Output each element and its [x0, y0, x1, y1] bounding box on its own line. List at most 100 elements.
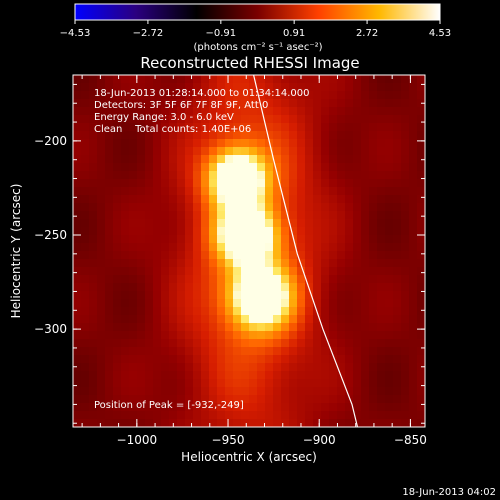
- heatmap-cell: [81, 339, 90, 348]
- heatmap-cell: [241, 323, 250, 332]
- heatmap-cell: [113, 187, 122, 196]
- heatmap-cell: [337, 267, 346, 276]
- heatmap-cell: [233, 99, 242, 108]
- heatmap-cell: [273, 363, 282, 372]
- heatmap-cell: [73, 75, 82, 84]
- heatmap-cell: [73, 171, 82, 180]
- heatmap-cell: [177, 411, 186, 420]
- heatmap-cell: [73, 267, 82, 276]
- heatmap-cell: [257, 331, 266, 340]
- heatmap-cell: [225, 379, 234, 388]
- heatmap-cell: [201, 267, 210, 276]
- heatmap-cell: [217, 211, 226, 220]
- heatmap-cell: [289, 363, 298, 372]
- heatmap-cell: [265, 251, 274, 260]
- heatmap-cell: [393, 371, 402, 380]
- heatmap-cell: [137, 131, 146, 140]
- heatmap-cell: [121, 195, 130, 204]
- heatmap-cell: [209, 219, 218, 228]
- heatmap-cell: [377, 99, 386, 108]
- heatmap-cell: [249, 251, 258, 260]
- heatmap-cell: [337, 75, 346, 84]
- heatmap-cell: [121, 387, 130, 396]
- heatmap-cell: [209, 99, 218, 108]
- heatmap-cell: [257, 75, 266, 84]
- heatmap-cell: [97, 419, 106, 427]
- heatmap-cell: [209, 251, 218, 260]
- heatmap-cell: [273, 259, 282, 268]
- heatmap-cell: [385, 155, 394, 164]
- heatmap-cell: [161, 171, 170, 180]
- heatmap-cell: [361, 227, 370, 236]
- heatmap-cell: [97, 299, 106, 308]
- heatmap-cell: [89, 347, 98, 356]
- heatmap-cell: [345, 187, 354, 196]
- heatmap-cell: [185, 123, 194, 132]
- heatmap-cell: [113, 227, 122, 236]
- heatmap-cell: [97, 323, 106, 332]
- heatmap-cell: [321, 219, 330, 228]
- heatmap-cell: [313, 419, 322, 427]
- heatmap-cell: [209, 123, 218, 132]
- heatmap-cell: [321, 203, 330, 212]
- heatmap-cell: [353, 195, 362, 204]
- heatmap-cell: [145, 411, 154, 420]
- heatmap-cell: [169, 307, 178, 316]
- heatmap-cell: [161, 203, 170, 212]
- heatmap-cell: [105, 99, 114, 108]
- heatmap-cell: [97, 115, 106, 124]
- heatmap-cell: [345, 331, 354, 340]
- heatmap-cell: [345, 315, 354, 324]
- heatmap-cell: [193, 179, 202, 188]
- heatmap-cell: [401, 395, 410, 404]
- heatmap-cell: [401, 275, 410, 284]
- heatmap-cell: [281, 99, 290, 108]
- heatmap-cell: [73, 235, 82, 244]
- heatmap-cell: [417, 163, 425, 172]
- heatmap-cell: [385, 107, 394, 116]
- heatmap-cell: [145, 235, 154, 244]
- heatmap-cell: [393, 107, 402, 116]
- heatmap-cell: [385, 139, 394, 148]
- heatmap-cell: [377, 235, 386, 244]
- heatmap-cell: [217, 179, 226, 188]
- heatmap-cell: [393, 171, 402, 180]
- heatmap-cell: [97, 259, 106, 268]
- heatmap-cell: [409, 371, 418, 380]
- heatmap-cell: [345, 371, 354, 380]
- heatmap-cell: [153, 171, 162, 180]
- heatmap-cell: [89, 75, 98, 84]
- heatmap-cell: [201, 211, 210, 220]
- heatmap-cell: [233, 83, 242, 92]
- heatmap-cell: [321, 179, 330, 188]
- heatmap-cell: [241, 83, 250, 92]
- heatmap-cell: [89, 395, 98, 404]
- heatmap-cell: [169, 387, 178, 396]
- heatmap-cell: [297, 203, 306, 212]
- heatmap-cell: [89, 227, 98, 236]
- heatmap-cell: [225, 227, 234, 236]
- heatmap-cell: [73, 291, 82, 300]
- heatmap-cell: [353, 243, 362, 252]
- heatmap-cell: [249, 339, 258, 348]
- heatmap-cell: [273, 267, 282, 276]
- heatmap-cell: [289, 115, 298, 124]
- heatmap-cell: [305, 347, 314, 356]
- heatmap-cell: [289, 331, 298, 340]
- heatmap-cell: [297, 323, 306, 332]
- heatmap-cell: [121, 243, 130, 252]
- heatmap-cell: [241, 339, 250, 348]
- heatmap-cell: [129, 259, 138, 268]
- heatmap-cell: [361, 403, 370, 412]
- heatmap-cell: [337, 179, 346, 188]
- heatmap-cell: [209, 235, 218, 244]
- heatmap-cell: [305, 307, 314, 316]
- heatmap-cell: [337, 363, 346, 372]
- heatmap-cell: [193, 227, 202, 236]
- heatmap-cell: [129, 155, 138, 164]
- heatmap-cell: [121, 339, 130, 348]
- colorbar-tick-label: −2.72: [133, 28, 164, 39]
- heatmap-cell: [113, 411, 122, 420]
- heatmap-cell: [345, 379, 354, 388]
- heatmap-cell: [209, 379, 218, 388]
